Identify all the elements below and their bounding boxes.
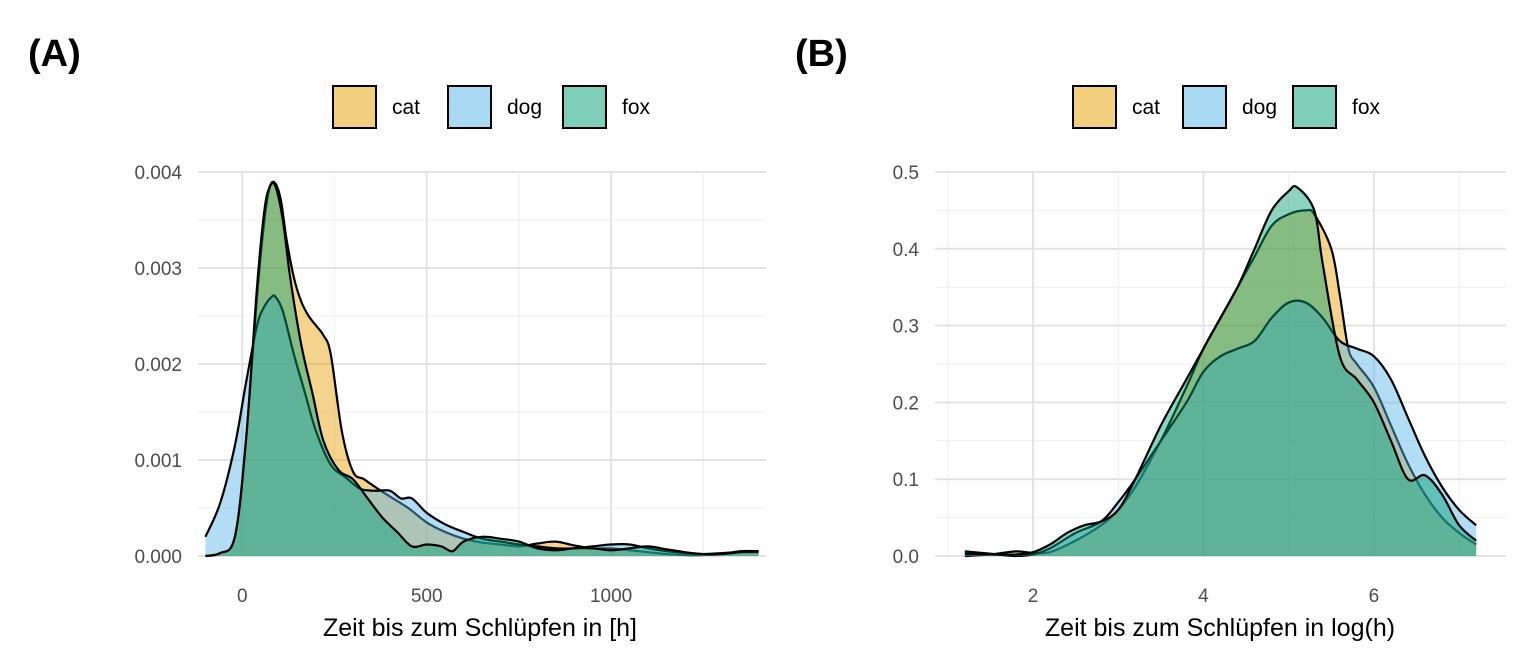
density-area-fox (205, 182, 759, 556)
panel-a-x-axis: 0 500 1000 (237, 586, 632, 607)
panel-a-x-axis-title: Zeit bis zum Schlüpfen in [h] (323, 614, 637, 642)
y-tick-label: 0.0 (893, 547, 919, 568)
density-line-fox (205, 181, 759, 558)
legend-label-fox: fox (1352, 96, 1381, 119)
panel-b-legend: cat dog fox (1072, 85, 1381, 129)
y-tick-label: 0.003 (134, 259, 182, 280)
density-area-fox (964, 186, 1477, 557)
x-tick-label: 2 (1028, 586, 1039, 607)
panel-a-label: (A) (28, 33, 81, 75)
panel-b-y-axis: 0.0 0.1 0.2 0.3 0.4 0.5 (893, 163, 920, 568)
x-tick-label: 0 (237, 586, 248, 607)
y-tick-label: 0.4 (893, 240, 920, 261)
panel-b: (B) cat dog fox 0.0 0.1 0.2 0.3 0.4 0.5 2 4 6 Zei… (795, 33, 1506, 642)
legend-key-fox (1292, 85, 1337, 129)
density-line-dog (204, 294, 759, 556)
x-tick-label: 6 (1369, 586, 1380, 607)
panel-b-density-areas (964, 184, 1477, 558)
y-tick-label: 0.001 (134, 451, 182, 472)
legend-label-dog: dog (507, 96, 542, 119)
legend-label-cat: cat (1132, 96, 1160, 119)
x-tick-label: 500 (411, 586, 443, 607)
y-tick-label: 0.5 (893, 163, 919, 184)
density-area-cat (205, 181, 759, 556)
y-tick-label: 0.002 (134, 355, 182, 376)
density-line-fox (964, 184, 1477, 556)
legend-key-dog (1182, 85, 1227, 129)
legend-key-dog (447, 85, 492, 129)
legend-key-cat (332, 85, 377, 129)
y-tick-label: 0.000 (134, 547, 182, 568)
panel-b-x-axis: 2 4 6 (1028, 586, 1379, 607)
y-tick-label: 0.004 (134, 163, 182, 184)
panel-a-y-axis: 0.000 0.001 0.002 0.003 0.004 (134, 163, 182, 568)
legend-key-cat (1072, 85, 1117, 129)
panel-b-label: (B) (795, 33, 848, 75)
density-area-dog (205, 295, 759, 556)
density-line-cat (964, 208, 1477, 558)
legend-key-fox (562, 85, 607, 129)
legend-label-dog: dog (1242, 96, 1277, 119)
x-tick-label: 1000 (590, 586, 632, 607)
panel-a-legend: cat dog fox (332, 85, 651, 129)
panel-b-x-axis-title: Zeit bis zum Schlüpfen in log(h) (1045, 614, 1395, 642)
density-area-cat (964, 209, 1477, 556)
panel-a-grid (198, 171, 766, 557)
panel-a: (A) cat dog fox 0.0000.0010.0020.0030.004 … (28, 33, 766, 642)
y-tick-label: 0.1 (893, 470, 919, 491)
y-tick-label: 0.3 (893, 317, 919, 338)
legend-label-fox: fox (622, 96, 651, 119)
y-tick-label: 0.2 (893, 393, 919, 414)
x-tick-label: 4 (1198, 586, 1209, 607)
panel-a-density-areas (204, 180, 759, 558)
density-area-dog (964, 300, 1477, 556)
legend-label-cat: cat (392, 96, 420, 119)
density-line-dog (964, 299, 1477, 558)
